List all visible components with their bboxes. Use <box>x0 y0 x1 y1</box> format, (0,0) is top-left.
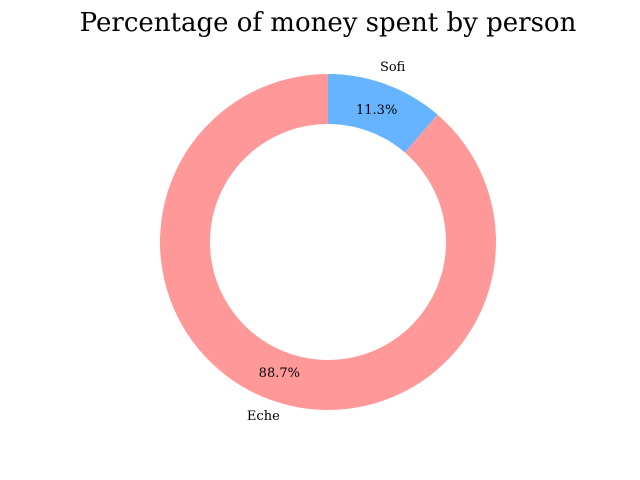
category-label-eche: Eche <box>247 409 280 424</box>
category-label-sofi: Sofi <box>380 60 406 75</box>
chart-title: Percentage of money spent by person <box>80 8 577 38</box>
pct-label-eche: 88.7% <box>259 366 300 381</box>
pct-label-sofi: 11.3% <box>356 103 397 118</box>
slice-labels: 11.3% Sofi 88.7% Eche <box>247 60 406 424</box>
slice-sofi <box>328 74 438 153</box>
donut-slices <box>160 74 497 410</box>
slice-eche <box>160 74 497 410</box>
